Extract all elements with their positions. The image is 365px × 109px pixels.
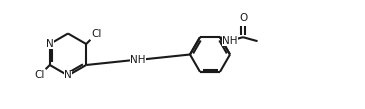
Text: Cl: Cl <box>91 29 101 39</box>
Text: NH: NH <box>130 55 146 65</box>
Text: N: N <box>46 39 54 49</box>
Text: NH: NH <box>222 36 238 46</box>
Text: Cl: Cl <box>35 70 45 80</box>
Text: O: O <box>239 13 247 23</box>
Text: N: N <box>64 71 72 81</box>
